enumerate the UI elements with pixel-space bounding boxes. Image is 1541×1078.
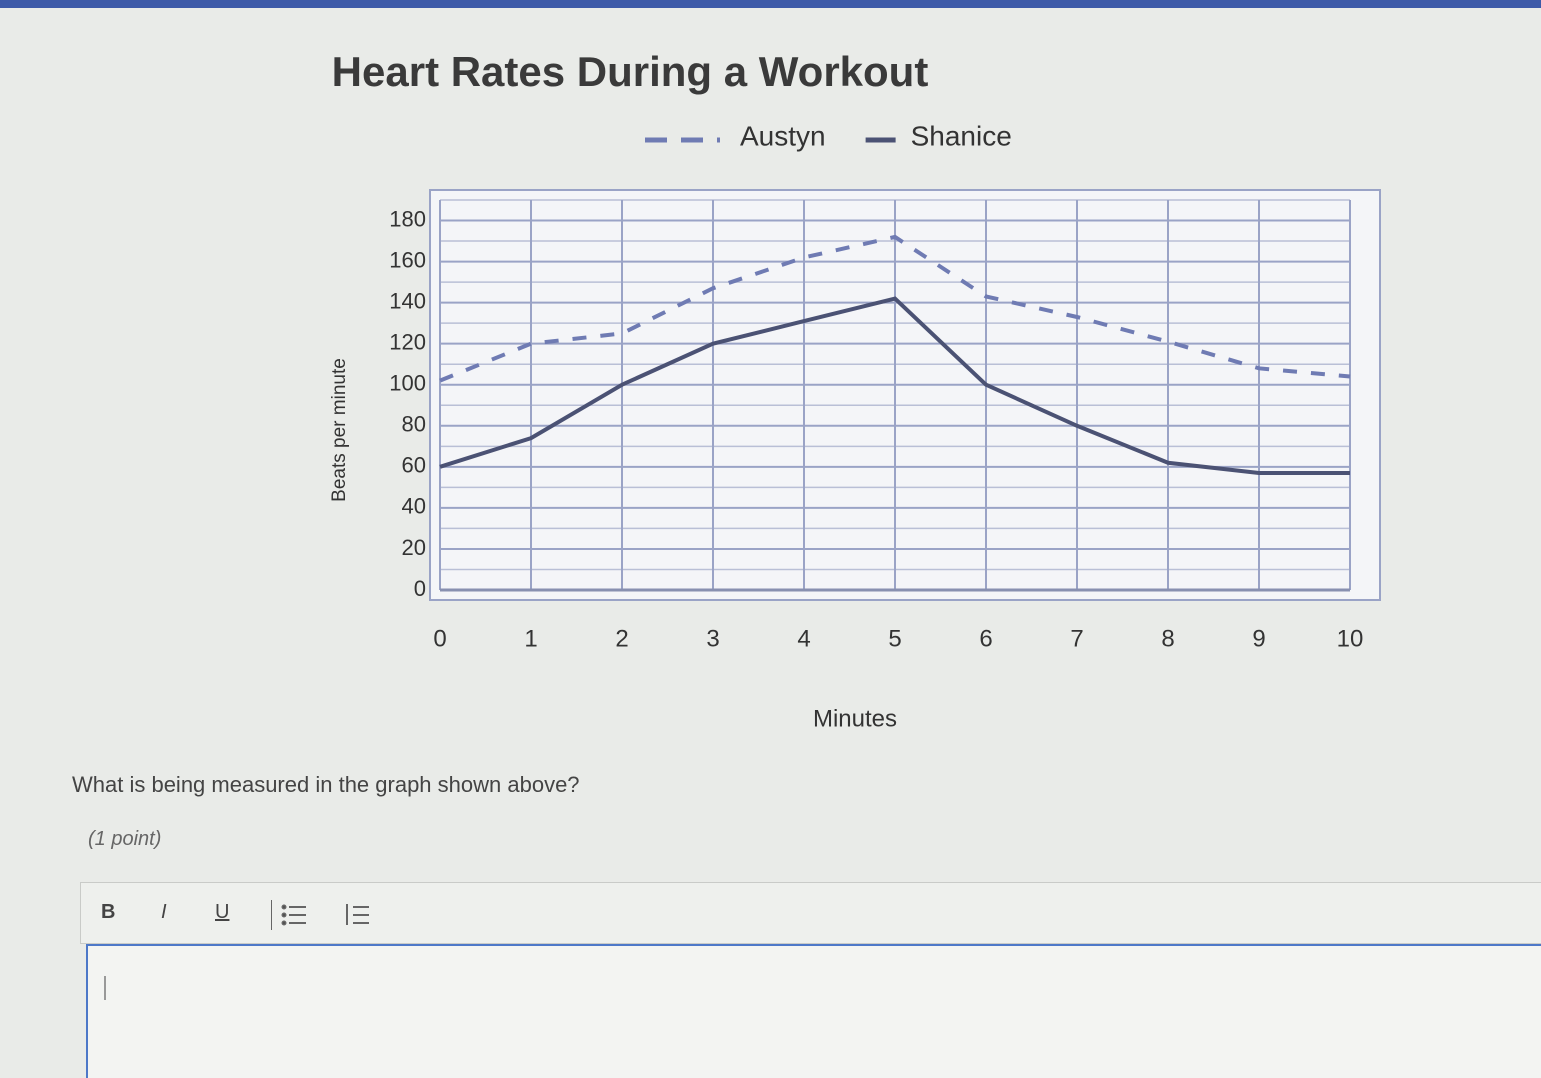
y-tick-label: 0 [414, 576, 426, 601]
y-tick-label: 160 [389, 247, 426, 272]
line-series [439, 296, 1350, 475]
legend-label: Austyn [740, 120, 826, 151]
y-tick-label: 140 [389, 288, 426, 313]
y-tick-label: 180 [389, 206, 426, 231]
x-tick-label: 9 [1252, 625, 1265, 652]
answer-textbox[interactable] [86, 944, 1541, 1078]
y-axis-label: Beats per minute [329, 358, 350, 502]
x-tick-label: 1 [524, 625, 537, 652]
x-tick-label: 6 [979, 625, 992, 652]
x-tick-label: 10 [1337, 625, 1364, 652]
y-tick-label: 80 [402, 412, 426, 437]
points-label: (1 point) [88, 828, 162, 850]
question-text: What is being measured in the graph show… [72, 772, 580, 797]
y-tick-label: 120 [389, 329, 426, 354]
italic-button[interactable]: I [161, 901, 167, 923]
y-tick-label: 100 [389, 371, 426, 396]
line-series [439, 234, 1351, 383]
x-tick-label: 4 [797, 625, 810, 652]
bold-button[interactable]: B [101, 901, 116, 923]
plot-frame [429, 189, 1381, 601]
x-tick-label: 7 [1070, 625, 1083, 652]
x-tick-label: 3 [706, 625, 719, 652]
x-tick-label: 8 [1161, 625, 1174, 652]
x-tick-label: 2 [615, 625, 628, 652]
y-tick-label: 60 [402, 453, 426, 478]
y-tick-label: 20 [402, 535, 426, 560]
x-tick-label: 0 [433, 625, 446, 652]
editor-toolbar: B I U [80, 882, 1541, 944]
underline-button[interactable]: U [215, 901, 230, 923]
y-tick-label: 40 [402, 494, 426, 519]
cursor [104, 976, 106, 1000]
list-buttons[interactable] [271, 895, 391, 935]
chart-title: Heart Rates During a Workout [332, 48, 929, 95]
x-axis-label: Minutes [813, 705, 897, 732]
legend-label: Shanice [911, 120, 1012, 151]
chart: Heart Rates During a Workout Minutes Bea… [329, 48, 1381, 732]
top-bar [0, 0, 1541, 8]
x-tick-label: 5 [888, 625, 901, 652]
